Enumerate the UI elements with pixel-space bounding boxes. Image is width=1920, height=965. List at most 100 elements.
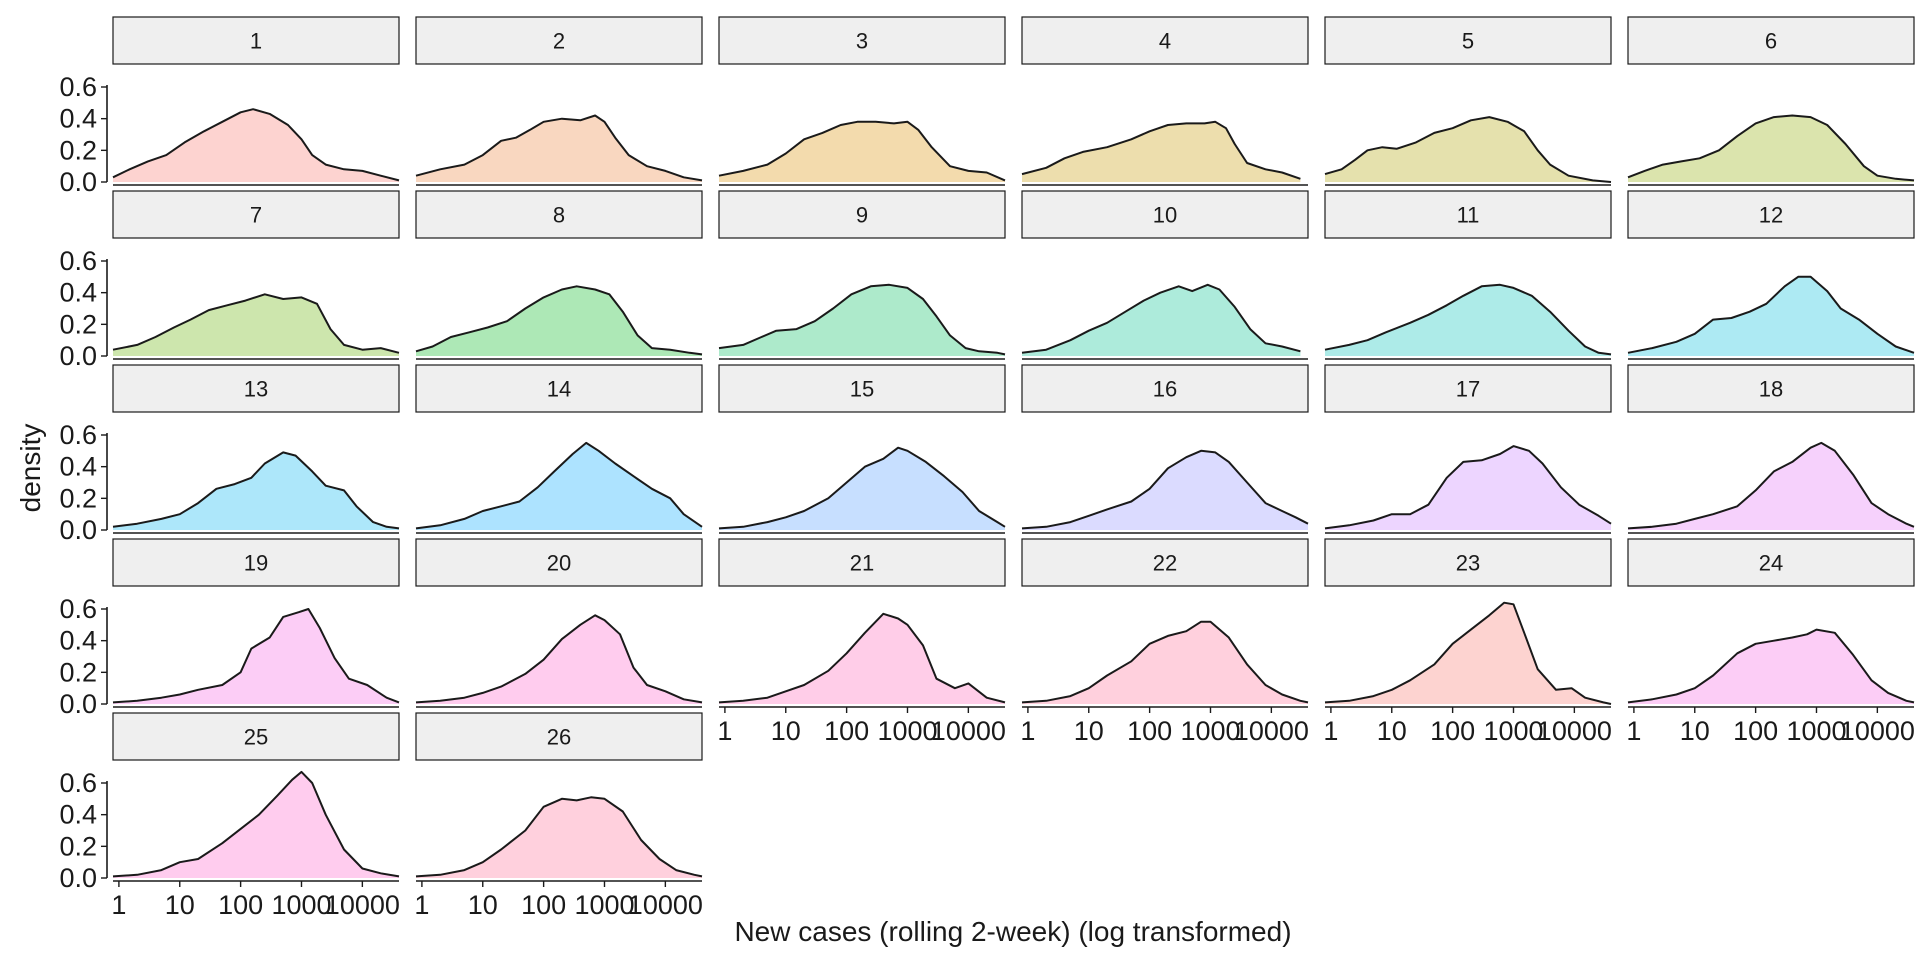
y-tick-label: 0.4 — [59, 800, 97, 830]
facet-strip-label-15: 15 — [850, 377, 874, 402]
facet-strip-label-20: 20 — [547, 551, 571, 576]
y-tick-label: 0.4 — [59, 278, 97, 308]
density-area-14 — [416, 442, 702, 530]
facet-panel-17: 17 — [1324, 364, 1612, 534]
facet-strip-label-19: 19 — [244, 551, 268, 576]
density-area-1 — [113, 109, 399, 182]
density-area-18 — [1628, 442, 1914, 530]
density-area-15 — [719, 447, 1005, 530]
y-axis-title: density — [15, 424, 46, 513]
density-curve-8 — [415, 285, 703, 356]
x-tick-label: 10000 — [1537, 716, 1612, 746]
y-tick-label: 0.6 — [59, 246, 97, 276]
density-area-3 — [719, 121, 1005, 182]
density-curve-25 — [112, 770, 400, 878]
facet-panel-1: 1 0.00.20.40.6 — [59, 16, 400, 197]
y-tick-label: 0.4 — [59, 452, 97, 482]
facet-strip-20 — [415, 538, 703, 587]
facet-strip-26 — [415, 712, 703, 761]
facet-strip-label-14: 14 — [547, 377, 571, 402]
density-curve-5 — [1324, 116, 1612, 183]
facet-strip-label-23: 23 — [1456, 551, 1480, 576]
x-tick-label: 1 — [111, 890, 126, 920]
facet-panel-10: 10 — [1021, 190, 1309, 360]
density-area-6 — [1628, 115, 1914, 182]
facet-panel-11: 11 — [1324, 190, 1612, 360]
x-tick-label: 100 — [521, 890, 566, 920]
facet-strip-label-9: 9 — [856, 203, 868, 228]
facet-strip-13 — [112, 364, 400, 413]
density-area-25 — [113, 771, 399, 878]
x-tick-label: 100 — [1733, 716, 1778, 746]
facet-panel-14: 14 — [415, 364, 703, 534]
facet-strip-label-1: 1 — [250, 29, 262, 54]
facet-strip-7 — [112, 190, 400, 239]
density-curve-13 — [112, 451, 400, 530]
facet-strip-label-17: 17 — [1456, 377, 1480, 402]
x-tick-label: 1 — [1020, 716, 1035, 746]
facet-strip-label-25: 25 — [244, 725, 268, 750]
density-area-10 — [1022, 284, 1301, 356]
density-curve-19 — [112, 608, 400, 704]
facet-strip-9 — [718, 190, 1006, 239]
facet-strip-label-18: 18 — [1759, 377, 1783, 402]
x-tick-label: 10 — [165, 890, 195, 920]
facet-strip-24 — [1627, 538, 1915, 587]
x-tick-label: 10 — [1377, 716, 1407, 746]
x-tick-label: 1 — [414, 890, 429, 920]
facet-panel-13: 13 0.00.20.40.6 — [59, 364, 400, 545]
x-tick-label: 10 — [771, 716, 801, 746]
facet-panel-6: 6 — [1627, 16, 1915, 186]
facet-panel-9: 9 — [718, 190, 1006, 360]
facet-strip-1 — [112, 16, 400, 65]
density-area-17 — [1325, 446, 1611, 530]
x-axis-title: New cases (rolling 2-week) (log transfor… — [734, 916, 1291, 947]
density-area-9 — [719, 284, 1005, 356]
facet-strip-17 — [1324, 364, 1612, 413]
y-tick-label: 0.2 — [59, 657, 97, 687]
facet-panel-18: 18 — [1627, 364, 1915, 534]
y-tick-label: 0.4 — [59, 626, 97, 656]
facet-strip-8 — [415, 190, 703, 239]
density-area-23 — [1325, 602, 1611, 704]
density-curve-22 — [1021, 620, 1309, 704]
density-curve-18 — [1627, 441, 1915, 530]
x-tick-label: 100 — [824, 716, 869, 746]
density-curve-6 — [1627, 114, 1915, 182]
facet-panel-7: 7 0.00.20.40.6 — [59, 190, 400, 371]
facet-strip-label-6: 6 — [1765, 29, 1777, 54]
density-curve-11 — [1324, 283, 1612, 356]
y-tick-label: 0.0 — [59, 167, 97, 197]
x-tick-label: 1000 — [877, 716, 937, 746]
y-tick-label: 0.6 — [59, 72, 97, 102]
density-area-19 — [113, 609, 399, 704]
x-tick-label: 10 — [1074, 716, 1104, 746]
density-curve-24 — [1627, 628, 1915, 704]
facet-strip-label-5: 5 — [1462, 29, 1474, 54]
density-area-20 — [416, 615, 702, 704]
density-curve-10 — [1021, 283, 1301, 354]
facet-strip-label-8: 8 — [553, 203, 565, 228]
x-tick-label: 1000 — [574, 890, 634, 920]
facet-strip-label-12: 12 — [1759, 203, 1783, 228]
density-area-21 — [719, 613, 1005, 704]
density-curve-26 — [415, 796, 703, 878]
x-tick-label: 10 — [1680, 716, 1710, 746]
x-tick-label: 10000 — [1234, 716, 1309, 746]
facet-panel-5: 5 — [1324, 16, 1612, 186]
facet-strip-label-13: 13 — [244, 377, 268, 402]
x-tick-label: 100 — [1127, 716, 1172, 746]
y-tick-label: 0.2 — [59, 135, 97, 165]
facet-strip-label-7: 7 — [250, 203, 262, 228]
facet-strip-21 — [718, 538, 1006, 587]
facet-strip-label-21: 21 — [850, 551, 874, 576]
facet-strip-2 — [415, 16, 703, 65]
facet-strip-22 — [1021, 538, 1309, 587]
facet-strip-label-26: 26 — [547, 725, 571, 750]
density-curve-3 — [718, 120, 1006, 182]
y-tick-label: 0.0 — [59, 689, 97, 719]
